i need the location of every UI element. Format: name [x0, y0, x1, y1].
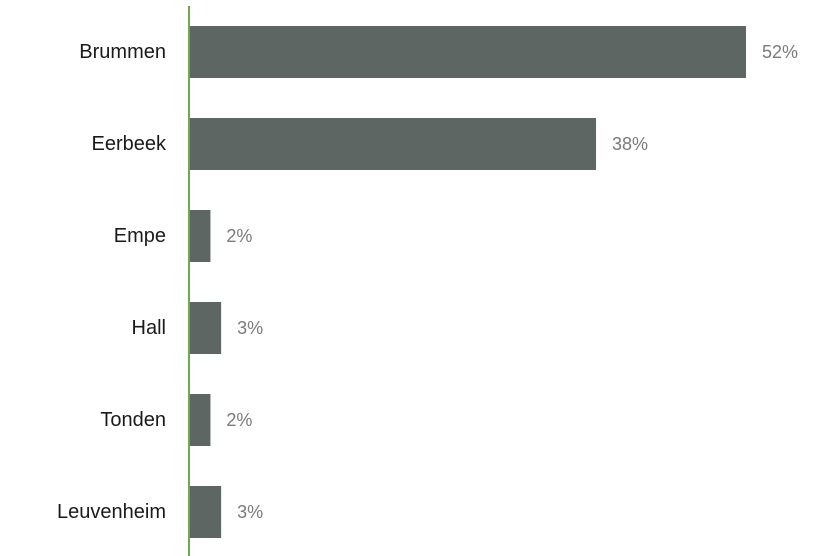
- value-label: 2%: [226, 226, 252, 246]
- category-label: Empe: [114, 225, 166, 247]
- category-label: Leuvenheim: [57, 501, 166, 523]
- category-label: Brummen: [79, 41, 166, 63]
- category-label: Eerbeek: [92, 133, 167, 155]
- value-label: 3%: [237, 502, 263, 522]
- value-label: 2%: [226, 410, 252, 430]
- category-label: Tonden: [100, 409, 166, 431]
- labels-layer: Brummen 52% Eerbeek 38% Empe 2% Hall 3% Tonden 2%…: [57, 41, 798, 523]
- bar-hall: [189, 302, 222, 354]
- value-label: 3%: [237, 318, 263, 338]
- bar-brummen: [189, 26, 746, 78]
- value-label: 38%: [612, 134, 648, 154]
- category-label: Hall: [132, 317, 166, 339]
- bar-eerbeek: [189, 118, 597, 170]
- bar-tonden: [189, 394, 211, 446]
- bars-layer: [189, 26, 746, 538]
- bar-leuvenheim: [189, 486, 222, 538]
- bar-empe: [189, 210, 211, 262]
- value-label: 52%: [762, 42, 798, 62]
